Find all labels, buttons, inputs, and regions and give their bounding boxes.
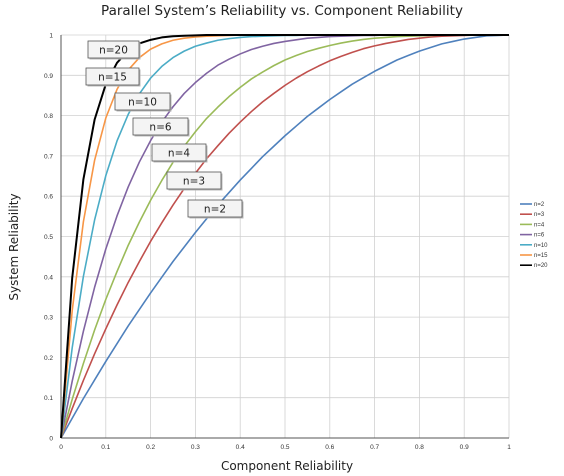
annotation-label: n=10 — [128, 97, 157, 109]
annotation-box — [132, 117, 189, 136]
x-tick-label: 0.3 — [191, 444, 200, 451]
legend-label: n=15 — [534, 253, 548, 259]
y-tick-label: 0.6 — [44, 194, 53, 201]
x-tick-label: 0.8 — [415, 444, 424, 451]
y-tick-label: 0.4 — [44, 274, 53, 281]
y-tick-label: 0 — [49, 436, 53, 443]
series-line-n-2 — [60, 34, 510, 439]
annotation-n-15: n=15 — [85, 67, 141, 87]
annotation-label: n=20 — [99, 45, 128, 57]
legend-label: n=4 — [534, 222, 545, 228]
legend-label: n=6 — [534, 233, 545, 239]
x-tick-label: 0.5 — [280, 444, 289, 451]
y-tick-label: 1 — [49, 33, 53, 40]
annotation-n-6: n=6 — [132, 117, 190, 137]
annotation-box — [85, 67, 140, 86]
series-annotations: n=20 n=15 n=10 n=6 n=4 n=3 n=2 — [85, 40, 244, 219]
annotation-box — [114, 92, 171, 111]
x-tick-label: 0.9 — [460, 444, 469, 451]
x-tick-label: 0 — [59, 444, 63, 451]
tick-labels: 0 0.1 0.2 0.3 0.4 0.5 0.6 0.7 0.8 0.9 1 0 0.1 0.2 0.3 0… — [44, 33, 511, 452]
legend-label: n=10 — [534, 243, 548, 249]
annotation-label: n=15 — [98, 72, 127, 84]
x-tick-label: 0.6 — [325, 444, 334, 451]
annotation-n-3: n=3 — [166, 171, 223, 191]
x-tick-label: 1 — [507, 444, 511, 451]
series-line-n-3 — [60, 34, 509, 439]
x-axis-title: Component Reliability — [221, 459, 353, 473]
annotation-box — [87, 40, 140, 59]
annotation-box — [166, 171, 222, 190]
y-tick-label: 0.2 — [44, 355, 53, 362]
x-tick-label: 0.4 — [236, 444, 245, 451]
annotation-n-4: n=4 — [151, 143, 208, 163]
y-tick-label: 0.9 — [44, 73, 53, 80]
annotation-label: n=2 — [204, 204, 226, 216]
annotation-box — [151, 143, 207, 162]
y-axis-title: System Reliability — [7, 193, 21, 300]
x-tick-label: 0.7 — [370, 444, 379, 451]
chart-title: Parallel System’s Reliability vs. Compon… — [101, 3, 463, 19]
legend: n=2 n=3 n=4 n=6 n=10 n=15 n=20 — [520, 202, 548, 269]
legend-label: n=20 — [534, 263, 548, 269]
y-tick-label: 0.1 — [44, 395, 53, 402]
x-tick-label: 0.1 — [101, 444, 110, 451]
annotation-label: n=6 — [149, 122, 171, 134]
x-tick-label: 0.2 — [146, 444, 155, 451]
legend-label: n=2 — [534, 202, 545, 208]
annotation-n-2: n=2 — [187, 199, 244, 219]
y-tick-label: 0.5 — [44, 234, 53, 241]
annotation-box — [187, 199, 243, 218]
y-tick-label: 0.8 — [44, 113, 53, 120]
annotation-label: n=3 — [183, 176, 205, 188]
legend-label: n=3 — [534, 212, 545, 218]
y-tick-label: 0.7 — [44, 153, 53, 160]
annotation-label: n=4 — [168, 148, 190, 160]
annotation-n-10: n=10 — [114, 92, 172, 112]
annotation-n-20: n=20 — [87, 40, 141, 60]
y-tick-label: 0.3 — [44, 315, 53, 322]
